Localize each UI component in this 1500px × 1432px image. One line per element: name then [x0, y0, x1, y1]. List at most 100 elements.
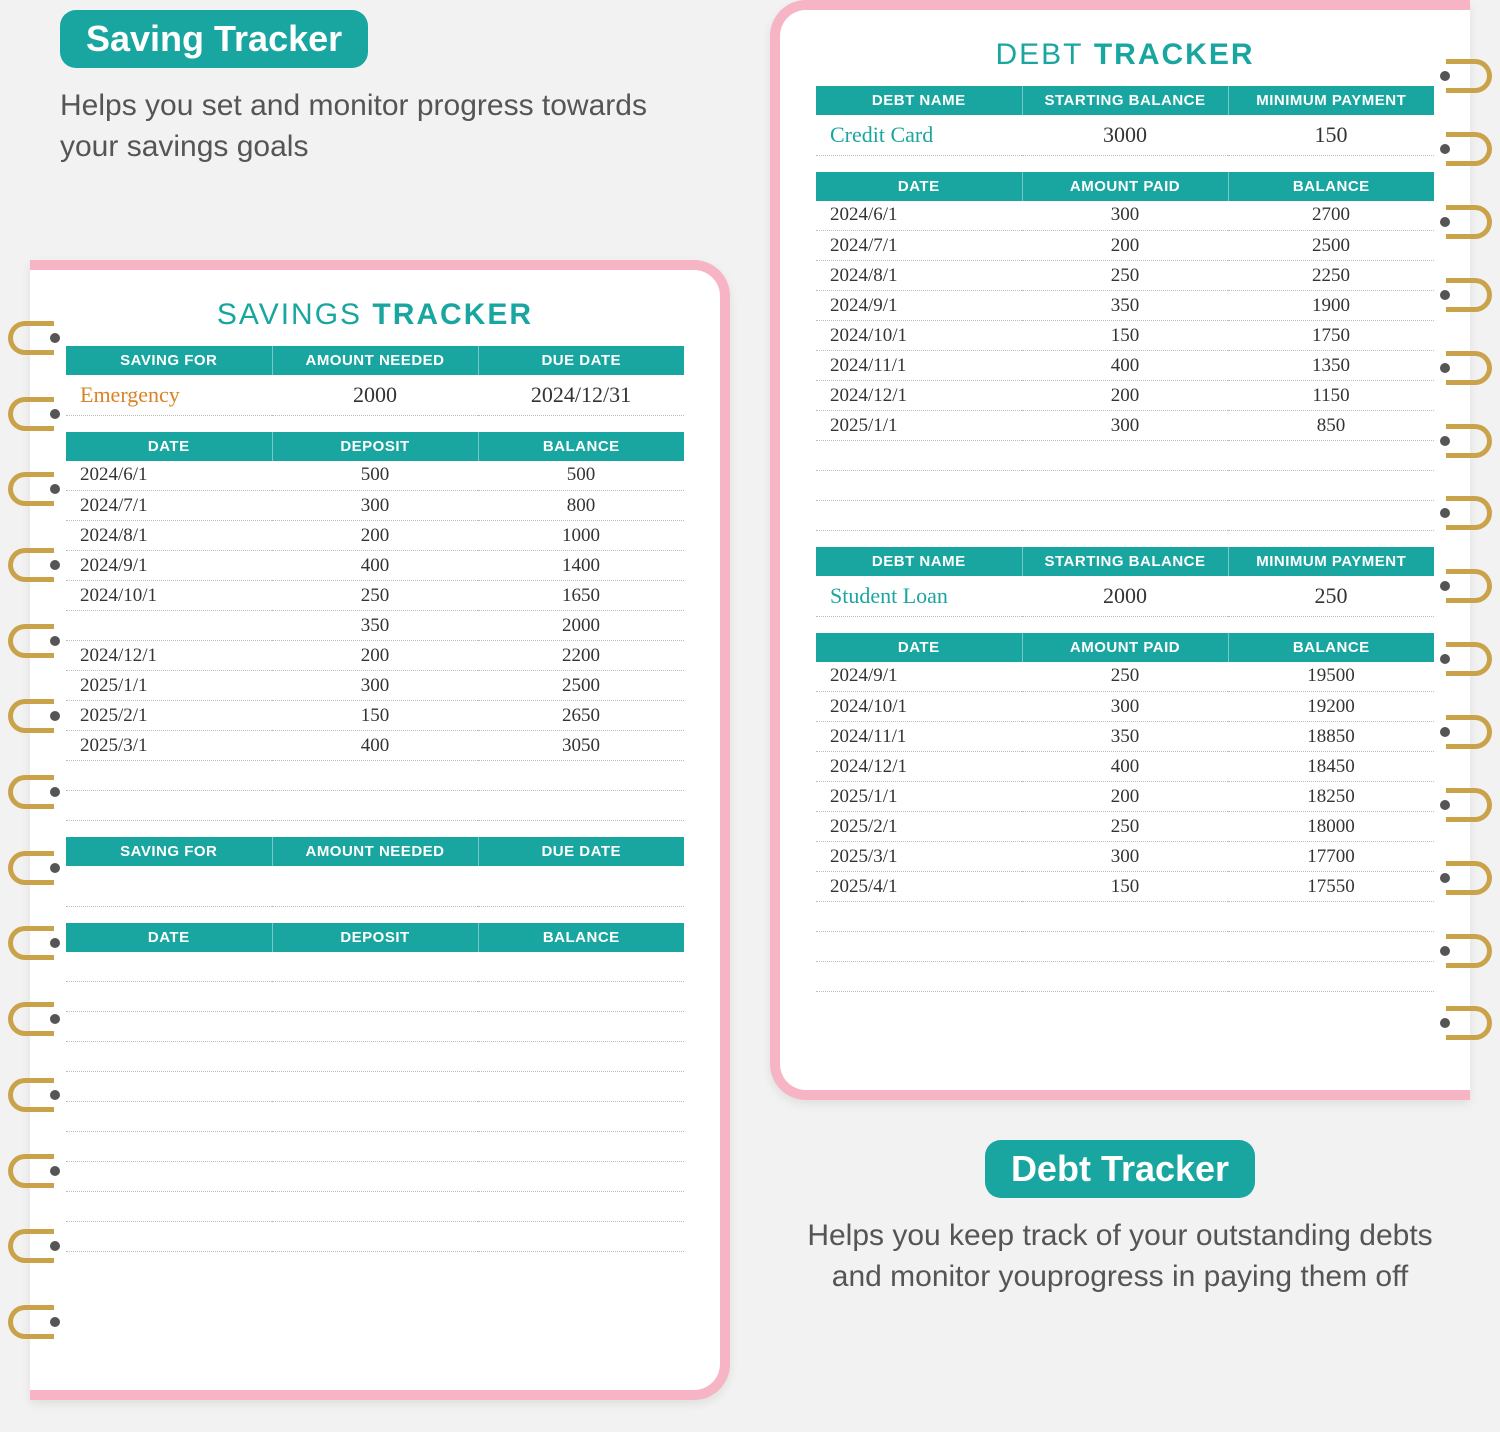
- cell: 18450: [1228, 752, 1434, 782]
- cell: [272, 1192, 478, 1222]
- cell: 2024/12/31: [478, 375, 684, 415]
- cell: 3050: [478, 731, 684, 761]
- cell: 250: [1022, 261, 1228, 291]
- table-row: 2025/3/14003050: [66, 731, 684, 761]
- table-row: [816, 932, 1434, 962]
- debt-tracker-heading: Debt Tracker Helps you keep track of you…: [800, 1140, 1440, 1297]
- debt-notebook: DEBT TRACKER DEBT NAMESTARTING BALANCEMI…: [770, 0, 1470, 1100]
- table-row: 2024/9/13501900: [816, 291, 1434, 321]
- col-header: DATE: [66, 923, 272, 952]
- table-row: 2024/9/125019500: [816, 662, 1434, 692]
- debt-title-word1: DEBT: [995, 38, 1083, 71]
- cell: 18850: [1228, 722, 1434, 752]
- table-row: [816, 471, 1434, 501]
- cell: 150: [1228, 115, 1434, 155]
- cell: 19500: [1228, 662, 1434, 692]
- savings-title-word1: SAVINGS: [217, 298, 362, 331]
- table-row: 2025/2/125018000: [816, 812, 1434, 842]
- table-row: [816, 962, 1434, 992]
- cell: [66, 1072, 272, 1102]
- cell: Student Loan: [816, 576, 1022, 616]
- col-header: DUE DATE: [478, 346, 684, 375]
- debt2-entries: DATEAMOUNT PAIDBALANCE2024/9/12501950020…: [816, 633, 1434, 993]
- table-row: Emergency20002024/12/31: [66, 375, 684, 415]
- col-header: DEPOSIT: [272, 923, 478, 952]
- cell: 2700: [1228, 201, 1434, 231]
- cell: 2000: [272, 375, 478, 415]
- table-row: [66, 1192, 684, 1222]
- cell: 250: [1022, 812, 1228, 842]
- table-row: 3502000: [66, 611, 684, 641]
- cell: 2025/2/1: [66, 701, 272, 731]
- table-row: [66, 1132, 684, 1162]
- cell: 500: [272, 461, 478, 491]
- table-row: 2024/12/12001150: [816, 381, 1434, 411]
- cell: 400: [272, 551, 478, 581]
- cell: 1150: [1228, 381, 1434, 411]
- cell: [66, 952, 272, 982]
- table-row: [66, 1222, 684, 1252]
- debt-page-title: DEBT TRACKER: [780, 38, 1470, 72]
- col-header: DEBT NAME: [816, 547, 1022, 576]
- cell: [66, 611, 272, 641]
- cell: [1228, 471, 1434, 501]
- table-row: 2024/10/12501650: [66, 581, 684, 611]
- col-header: AMOUNT NEEDED: [272, 346, 478, 375]
- cell: 300: [272, 491, 478, 521]
- table-row: 2024/6/1500500: [66, 461, 684, 491]
- cell: 350: [272, 611, 478, 641]
- col-header: SAVING FOR: [66, 346, 272, 375]
- cell: Emergency: [66, 375, 272, 415]
- cell: [478, 1162, 684, 1192]
- table-row: 2024/10/130019200: [816, 692, 1434, 722]
- table-row: 2024/12/140018450: [816, 752, 1434, 782]
- cell: 2024/10/1: [816, 321, 1022, 351]
- col-header: DUE DATE: [478, 837, 684, 866]
- cell: [272, 866, 478, 906]
- cell: 2250: [1228, 261, 1434, 291]
- table-row: 2025/1/13002500: [66, 671, 684, 701]
- cell: [272, 1012, 478, 1042]
- cell: [66, 761, 272, 791]
- cell: [1228, 962, 1434, 992]
- cell: 2024/7/1: [66, 491, 272, 521]
- cell: 200: [1022, 231, 1228, 261]
- debt-tracker-badge: Debt Tracker: [985, 1140, 1255, 1198]
- cell: 300: [1022, 201, 1228, 231]
- cell: [1228, 501, 1434, 531]
- cell: 400: [1022, 351, 1228, 381]
- col-header: BALANCE: [1228, 172, 1434, 201]
- cell: [1228, 902, 1434, 932]
- cell: [478, 982, 684, 1012]
- table-row: [66, 791, 684, 821]
- cell: 800: [478, 491, 684, 521]
- table-row: [816, 902, 1434, 932]
- table-row: [66, 1012, 684, 1042]
- cell: 2650: [478, 701, 684, 731]
- table-row: 2024/8/12502250: [816, 261, 1434, 291]
- cell: 1650: [478, 581, 684, 611]
- saving-tracker-description: Helps you set and monitor progress towar…: [60, 86, 680, 167]
- table-row: 2025/1/120018250: [816, 782, 1434, 812]
- cell: 300: [1022, 411, 1228, 441]
- cell: [478, 1012, 684, 1042]
- cell: [272, 1162, 478, 1192]
- cell: 300: [272, 671, 478, 701]
- savings-entries: DATEDEPOSITBALANCE2024/6/15005002024/7/1…: [66, 432, 684, 822]
- cell: 2024/9/1: [66, 551, 272, 581]
- cell: [66, 1162, 272, 1192]
- col-header: SAVING FOR: [66, 837, 272, 866]
- cell: [66, 866, 272, 906]
- col-header: BALANCE: [478, 923, 684, 952]
- saving-tracker-heading: Saving Tracker Helps you set and monitor…: [60, 10, 680, 167]
- cell: 1000: [478, 521, 684, 551]
- cell: 1400: [478, 551, 684, 581]
- cell: [1022, 471, 1228, 501]
- cell: 400: [272, 731, 478, 761]
- cell: [272, 761, 478, 791]
- cell: 2024/10/1: [66, 581, 272, 611]
- cell: [272, 952, 478, 982]
- cell: 2025/3/1: [816, 842, 1022, 872]
- cell: [478, 1102, 684, 1132]
- table-row: [66, 1162, 684, 1192]
